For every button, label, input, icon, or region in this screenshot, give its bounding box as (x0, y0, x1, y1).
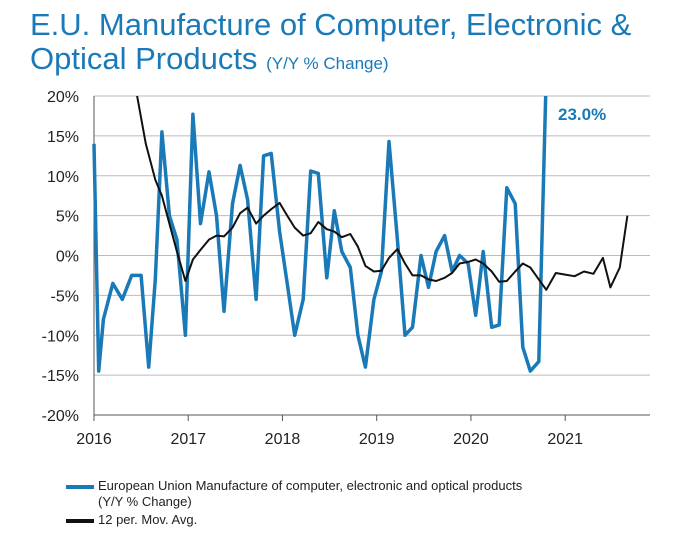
y-tick-label: 10% (47, 169, 79, 186)
chart-title-line1: E.U. Manufacture of Computer, Electronic… (30, 7, 632, 42)
y-tick-label: -5% (51, 288, 79, 305)
chart-title-line2-text: Optical Products (30, 41, 258, 76)
y-tick-label: 20% (47, 89, 79, 106)
x-tick-label: 2018 (265, 431, 301, 448)
legend-label-avg: 12 per. Mov. Avg. (98, 512, 198, 527)
y-tick-label: 5% (56, 209, 79, 226)
chart-title-line2: Optical Products (Y/Y % Change) (30, 42, 680, 81)
legend-item-avg: 12 per. Mov. Avg. (66, 512, 666, 528)
legend-swatch-main (66, 485, 94, 489)
series-line-avg (136, 96, 629, 291)
legend-item-main: European Union Manufacture of computer, … (66, 478, 666, 510)
x-tick-label: 2021 (547, 431, 583, 448)
legend-swatch-avg (66, 519, 94, 523)
chart-title: E.U. Manufacture of Computer, Electronic… (30, 8, 680, 81)
series-line-main (92, 96, 548, 373)
legend-label-main-unit: (Y/Y % Change) (98, 494, 192, 509)
y-tick-label: 0% (56, 249, 79, 266)
legend: European Union Manufacture of computer, … (66, 478, 666, 528)
x-tick-label: 2017 (170, 431, 206, 448)
y-tick-label: -10% (42, 328, 79, 345)
x-tick-label: 2016 (76, 431, 112, 448)
data-label-latest: 23.0% (558, 105, 606, 124)
legend-label-main: European Union Manufacture of computer, … (98, 478, 523, 493)
y-tick-label: -15% (42, 368, 79, 385)
y-tick-label: 15% (47, 129, 79, 146)
chart-subtitle: (Y/Y % Change) (266, 54, 389, 73)
x-tick-label: 2019 (359, 431, 395, 448)
y-tick-label: -20% (42, 408, 79, 425)
x-tick-label: 2020 (453, 431, 489, 448)
